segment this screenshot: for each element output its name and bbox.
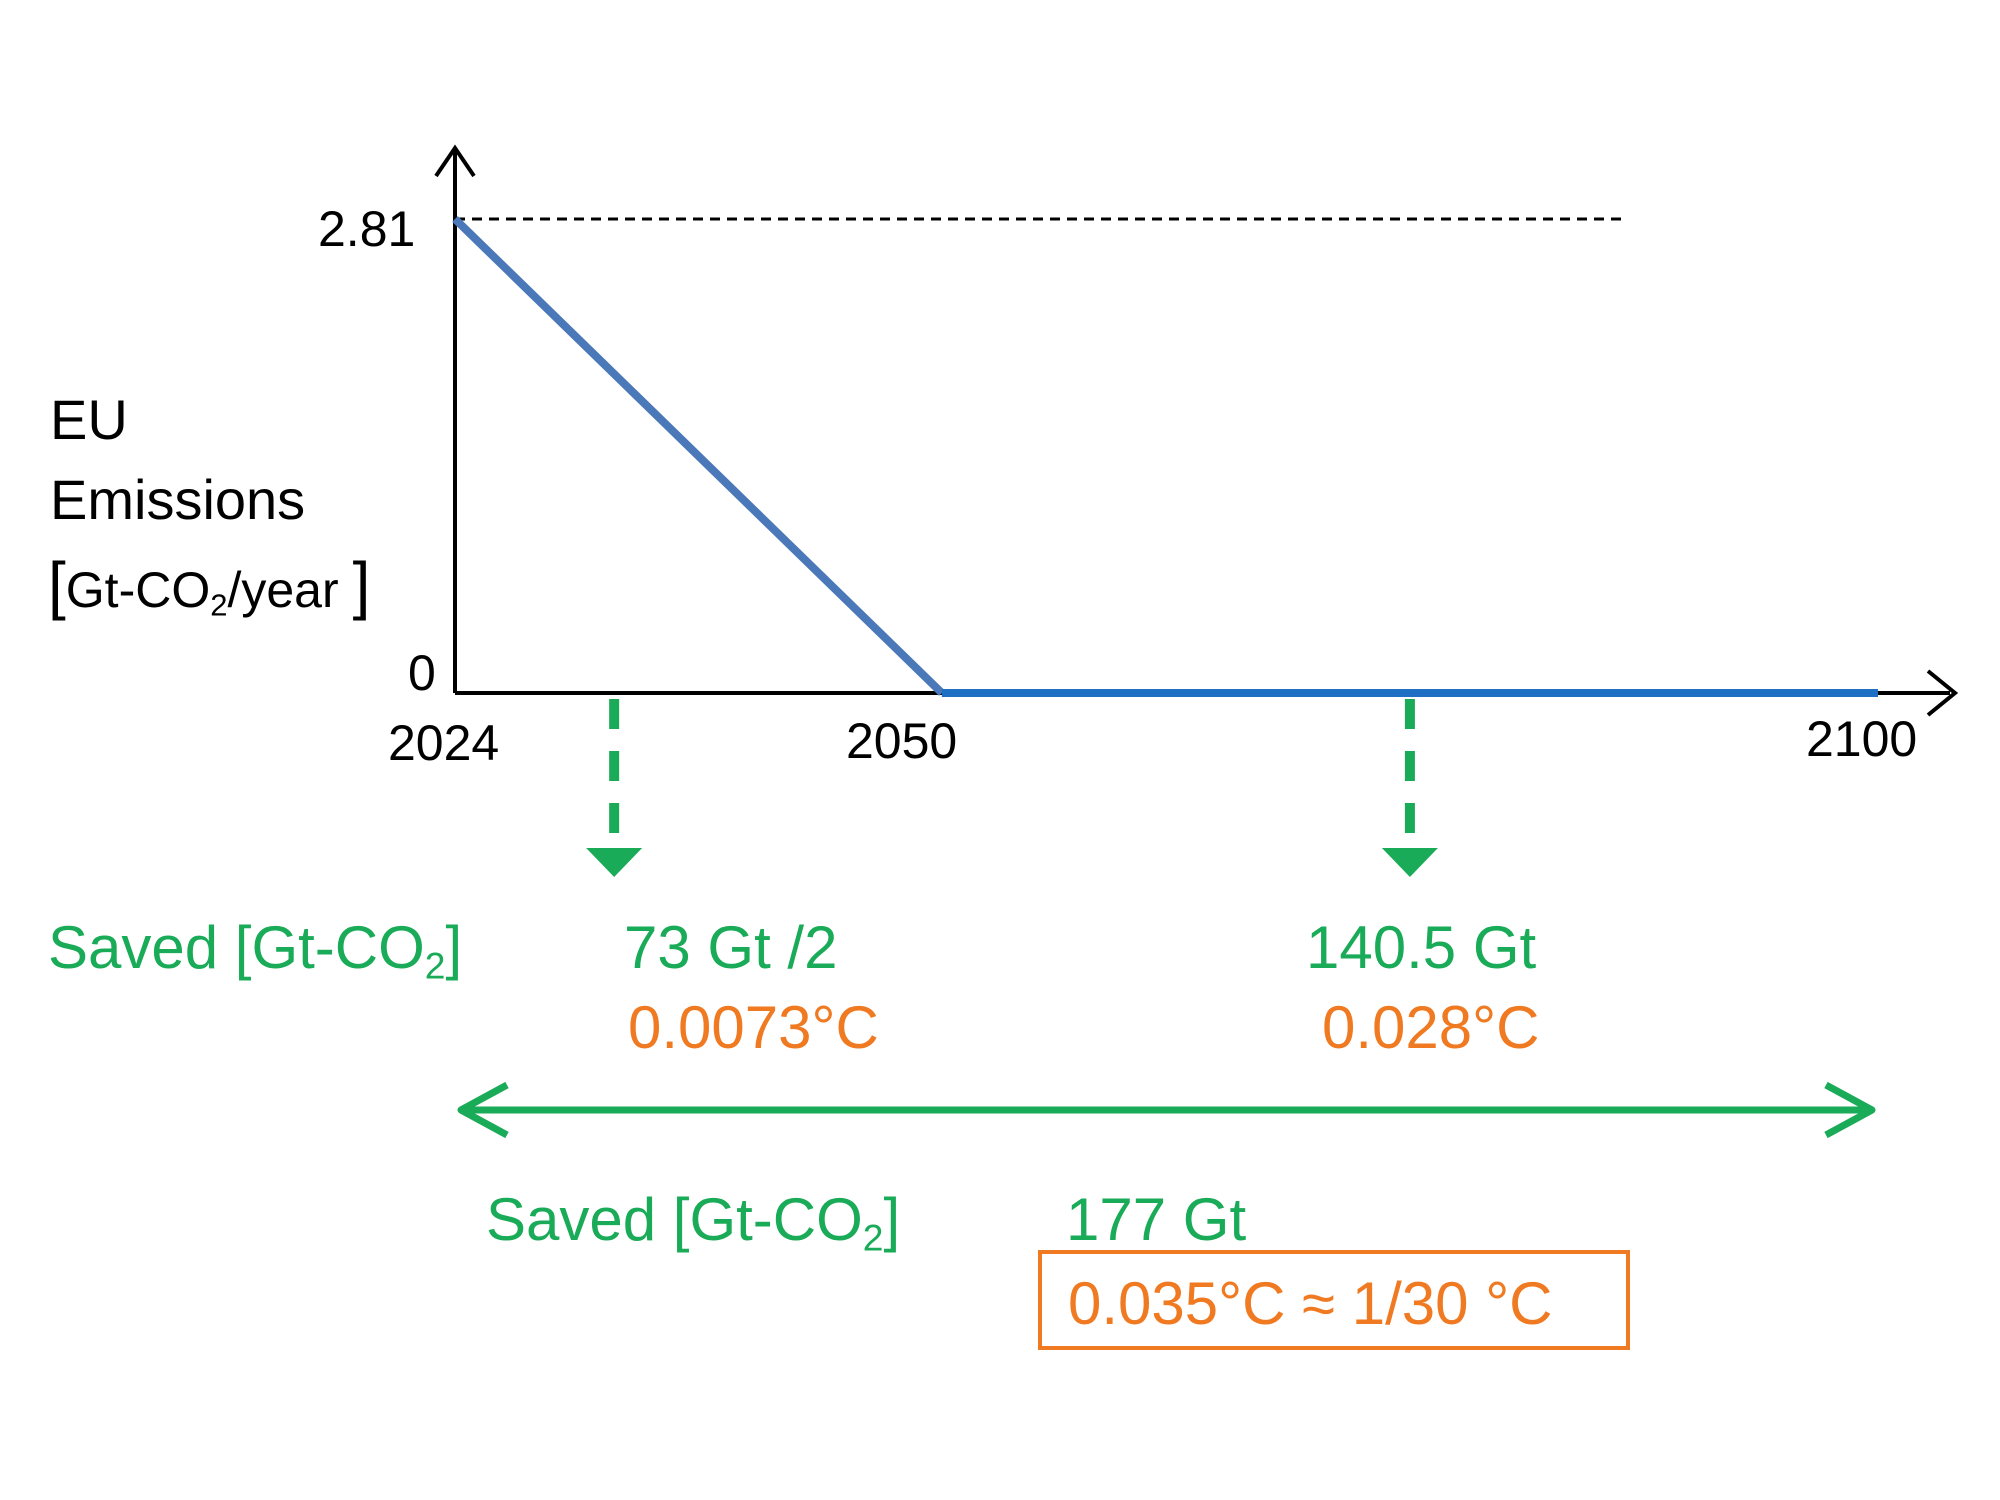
unit-pre: Gt-CO — [65, 562, 211, 618]
period-1-drop-arrow-head — [586, 848, 643, 877]
period-2-saved-value: 140.5 Gt — [1306, 914, 1537, 981]
total-temperature-value: 0.035°C ≈ 1/30 °C — [1068, 1270, 1553, 1337]
saved-label-2-pre: Saved [Gt-CO — [486, 1186, 863, 1253]
saved-label-1-post: ] — [445, 914, 463, 981]
total-range-arrow-left-head — [457, 1081, 509, 1139]
x-axis-arrowhead — [1926, 669, 1959, 717]
y-tick-label-top: 2.81 — [318, 201, 416, 257]
saved-label-1-pre: Saved [Gt-CO — [48, 914, 425, 981]
total-range-arrow-right-head — [1824, 1081, 1876, 1139]
total-temperature-box: 0.035°C ≈ 1/30 °C — [1038, 1250, 1630, 1350]
y-axis-arrowhead — [434, 144, 476, 178]
saved-label-2-post: ] — [883, 1186, 901, 1253]
unit-close-bracket: ] — [352, 549, 371, 621]
saved-label-1-sub: 2 — [424, 944, 446, 987]
unit-text: Gt-CO2/year — [65, 562, 339, 621]
saved-label-1: Saved [Gt-CO2] — [48, 918, 462, 985]
y-axis-label-line-1: EU — [50, 388, 128, 451]
period-1-temperature: 0.0073°C — [628, 994, 879, 1061]
period-1-saved-value: 73 Gt /2 — [624, 914, 838, 981]
x-tick-label-2024: 2024 — [388, 715, 500, 771]
y-axis-unit-label: [Gt-CO2/year] — [48, 553, 370, 621]
y-tick-label-zero: 0 — [408, 645, 436, 701]
total-saved-value: 177 Gt — [1066, 1186, 1247, 1253]
unit-post: /year — [227, 562, 339, 618]
saved-label-2-sub: 2 — [862, 1216, 884, 1259]
x-tick-label-2100: 2100 — [1806, 711, 1918, 767]
x-tick-label-2050: 2050 — [846, 713, 958, 769]
unit-subscript: 2 — [210, 587, 228, 623]
emissions-segment-1 — [452, 216, 945, 696]
y-axis-label-line-2: Emissions — [50, 468, 306, 531]
period-2-temperature: 0.028°C — [1322, 994, 1540, 1061]
period-2-drop-arrow-head — [1381, 848, 1438, 877]
unit-open-bracket: [ — [48, 549, 66, 621]
saved-label-2: Saved [Gt-CO2] — [486, 1190, 900, 1257]
